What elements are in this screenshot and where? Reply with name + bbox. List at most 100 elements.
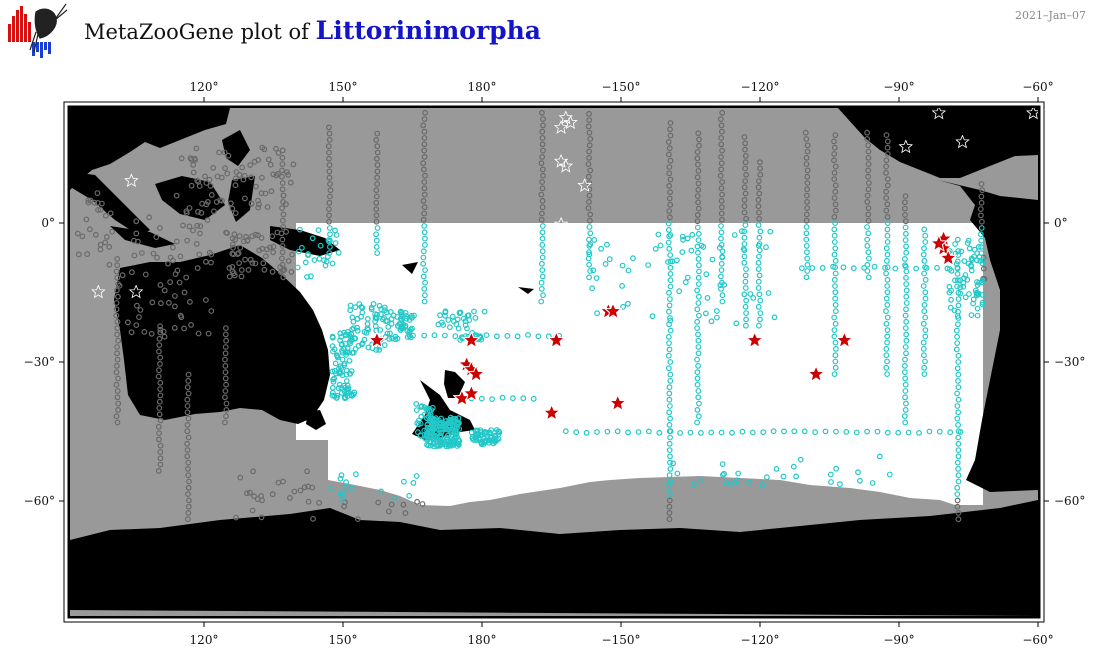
station-present — [921, 302, 928, 308]
station-absent — [374, 143, 381, 150]
station-absent — [196, 183, 203, 189]
station-present — [902, 388, 909, 394]
station-absent — [979, 187, 986, 194]
station-absent — [157, 329, 164, 336]
station-present — [695, 256, 702, 262]
station-absent — [184, 428, 191, 435]
station-absent — [202, 297, 209, 303]
station-absent — [173, 192, 180, 199]
station-present — [422, 292, 428, 299]
station-present — [667, 359, 674, 365]
station-present — [974, 305, 981, 312]
station-absent — [587, 211, 594, 218]
station-present — [586, 224, 593, 230]
lon-label: −90° — [883, 80, 914, 94]
station-present — [657, 242, 664, 249]
station-present — [771, 314, 778, 321]
station-absent — [587, 167, 594, 174]
station-absent — [115, 407, 121, 413]
station-absent — [114, 344, 120, 350]
station-present — [539, 248, 546, 255]
station-present — [422, 279, 429, 286]
station-absent — [421, 135, 428, 141]
station-absent — [902, 205, 908, 212]
station-absent — [326, 155, 332, 162]
station-present — [667, 327, 674, 334]
station-absent — [130, 237, 137, 244]
station-absent — [757, 165, 763, 172]
station-present — [719, 253, 726, 260]
station-absent — [103, 233, 110, 240]
station-absent — [865, 161, 872, 168]
station-present — [755, 259, 762, 266]
station-present — [743, 297, 750, 304]
station-absent — [666, 516, 673, 523]
station-present — [424, 424, 431, 431]
station-present — [337, 330, 344, 337]
station-present — [444, 436, 451, 442]
station-present — [922, 327, 929, 334]
station-present — [354, 324, 361, 331]
station-present — [901, 413, 908, 420]
station-present — [666, 365, 672, 372]
station-present — [538, 286, 545, 292]
station-present — [339, 491, 346, 498]
station-present — [539, 254, 546, 261]
station-absent — [202, 258, 209, 265]
station-absent — [422, 172, 428, 179]
station-absent — [978, 181, 985, 187]
station-absent — [756, 215, 763, 222]
lon-label: 150° — [329, 633, 358, 647]
station-absent — [741, 196, 748, 203]
station-absent — [538, 160, 545, 167]
station-present — [325, 253, 331, 260]
station-absent — [326, 212, 333, 219]
station-present — [884, 220, 891, 227]
station-present — [955, 359, 962, 365]
station-absent — [884, 201, 891, 208]
station-present — [418, 404, 425, 410]
station-absent — [979, 218, 985, 225]
station-absent — [221, 149, 228, 156]
station-absent — [102, 239, 108, 246]
station-present — [953, 327, 960, 334]
station-absent — [240, 238, 247, 245]
station-present — [694, 419, 700, 426]
station-absent — [667, 120, 674, 126]
station-present — [480, 435, 487, 442]
station-absent — [229, 264, 236, 270]
station-absent — [79, 233, 86, 240]
station-present — [718, 286, 724, 292]
station-absent — [278, 269, 284, 276]
station-absent — [193, 240, 200, 247]
title-prefix: MetaZooGene plot of — [84, 20, 309, 44]
station-present — [305, 252, 311, 259]
station-present — [764, 474, 770, 481]
lat-label: −30° — [24, 355, 55, 369]
station-present — [694, 287, 700, 294]
station-present — [902, 356, 908, 363]
station-absent — [95, 206, 101, 213]
station-present — [695, 293, 702, 300]
station-absent — [719, 179, 725, 185]
station-absent — [267, 244, 273, 251]
station-present — [857, 477, 863, 484]
station-absent — [157, 354, 164, 361]
station-absent — [279, 186, 286, 193]
station-present — [978, 225, 985, 231]
station-present — [799, 265, 805, 272]
station-present — [718, 235, 724, 242]
station-absent — [694, 193, 701, 200]
station-present — [968, 312, 975, 319]
station-absent — [146, 214, 153, 221]
station-absent — [326, 168, 333, 175]
station-present — [422, 267, 429, 274]
station-present — [421, 332, 428, 339]
station-present — [695, 230, 702, 237]
station-present — [923, 265, 930, 271]
station-present — [373, 243, 380, 250]
station-present — [473, 437, 480, 444]
station-present — [358, 304, 365, 310]
station-present — [667, 296, 673, 303]
station-absent — [695, 205, 702, 212]
